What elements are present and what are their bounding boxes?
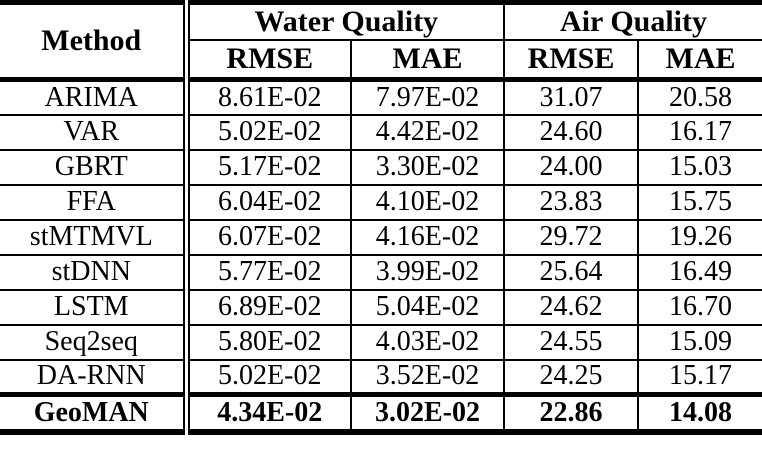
header-group-row: Method Water Quality Air Quality	[0, 2, 762, 80]
water-rmse-cell: 5.02E-02	[182, 114, 352, 150]
air-rmse-cell: 24.60	[504, 114, 640, 150]
air-rmse-cell: 22.86	[504, 394, 640, 432]
water-mae-cell: 3.52E-02	[351, 359, 506, 395]
air-rmse-cell: 23.83	[504, 184, 640, 220]
air-mae-cell: 16.49	[669, 256, 733, 287]
air-rmse-cell: 25.64	[504, 254, 640, 290]
water-mae-cell: 5.04E-02	[351, 289, 506, 325]
water-rmse-cell: 4.34E-02	[182, 394, 352, 432]
water-rmse-cell: 5.17E-02	[182, 149, 352, 185]
method-cell: GBRT	[54, 151, 128, 182]
air-rmse-cell: 24.62	[504, 289, 640, 325]
air-rmse-cell: 29.72	[504, 219, 640, 255]
air-rmse-cell: 24.25	[504, 359, 640, 395]
table-row-gbrt: GBRT 5.17E-02 3.30E-02 24.00 15.03	[0, 149, 762, 185]
air-mae-cell: 19.26	[669, 221, 733, 252]
method-cell: FFA	[66, 186, 116, 217]
water-rmse-header: RMSE	[182, 40, 352, 80]
table-body: ARIMA 8.61E-02 7.97E-02 31.07 20.58 VAR …	[0, 79, 762, 432]
air-rmse-header: RMSE	[504, 40, 640, 80]
water-quality-group-header: Water Quality	[182, 2, 506, 41]
method-column-header: Method	[0, 2, 190, 80]
method-cell: GeoMAN	[33, 396, 149, 428]
water-mae-cell: 4.42E-02	[351, 114, 506, 150]
method-cell: stDNN	[51, 256, 131, 287]
table-row-seq2seq: Seq2seq 5.80E-02 4.03E-02 24.55 15.09	[0, 324, 762, 360]
water-rmse-cell: 5.80E-02	[182, 324, 352, 360]
air-rmse-cell: 24.00	[504, 149, 640, 185]
air-mae-header: MAE	[665, 42, 736, 75]
air-mae-cell: 16.17	[669, 116, 733, 147]
air-mae-cell: 16.70	[669, 291, 733, 322]
table-row-var: VAR 5.02E-02 4.42E-02 24.60 16.17	[0, 114, 762, 150]
air-mae-cell: 14.08	[669, 396, 733, 428]
water-mae-cell: 3.02E-02	[351, 394, 506, 432]
water-mae-cell: 4.03E-02	[351, 324, 506, 360]
water-mae-cell: 4.10E-02	[351, 184, 506, 220]
air-rmse-cell: 31.07	[504, 79, 640, 115]
water-rmse-cell: 5.77E-02	[182, 254, 352, 290]
air-mae-cell: 15.09	[669, 326, 733, 357]
water-mae-cell: 3.99E-02	[351, 254, 506, 290]
air-mae-cell: 15.75	[669, 186, 733, 217]
method-cell: stMTMVL	[29, 221, 153, 252]
water-mae-cell: 7.97E-02	[351, 79, 506, 115]
air-rmse-cell: 24.55	[504, 324, 640, 360]
table-row-geoman-highlight: GeoMAN 4.34E-02 3.02E-02 22.86 14.08	[0, 394, 762, 432]
water-mae-header: MAE	[351, 40, 506, 80]
air-mae-cell: 20.58	[669, 81, 733, 113]
air-quality-group-header: Air Quality	[504, 2, 762, 41]
water-mae-cell: 3.30E-02	[351, 149, 506, 185]
table-row-arima: ARIMA 8.61E-02 7.97E-02 31.07 20.58	[0, 79, 762, 115]
method-cell: LSTM	[53, 291, 129, 322]
water-rmse-cell: 6.04E-02	[182, 184, 352, 220]
method-cell: VAR	[63, 116, 119, 147]
table-row-ffa: FFA 6.04E-02 4.10E-02 23.83 15.75	[0, 184, 762, 220]
method-cell: Seq2seq	[44, 326, 138, 357]
header-metric-row: RMSE MAE RMSE MAE	[0, 40, 762, 80]
water-rmse-cell: 6.89E-02	[182, 289, 352, 325]
water-rmse-cell: 6.07E-02	[182, 219, 352, 255]
water-rmse-cell: 8.61E-02	[182, 79, 352, 115]
water-rmse-cell: 5.02E-02	[182, 359, 352, 395]
method-cell: DA-RNN	[36, 360, 146, 392]
table-row-lstm: LSTM 6.89E-02 5.04E-02 24.62 16.70	[0, 289, 762, 325]
table-row-stdnn: stDNN 5.77E-02 3.99E-02 25.64 16.49	[0, 254, 762, 290]
table-header: Method Water Quality Air Quality RMSE MA…	[0, 2, 762, 80]
table-row-da-rnn: DA-RNN 5.02E-02 3.52E-02 24.25 15.17	[0, 359, 762, 395]
water-mae-cell: 4.16E-02	[351, 219, 506, 255]
results-table: Method Water Quality Air Quality RMSE MA…	[0, 0, 762, 435]
air-mae-cell: 15.03	[669, 151, 733, 182]
air-mae-cell: 15.17	[669, 360, 733, 392]
table-row-stmtmvl: stMTMVL 6.07E-02 4.16E-02 29.72 19.26	[0, 219, 762, 255]
method-cell: ARIMA	[44, 81, 138, 113]
